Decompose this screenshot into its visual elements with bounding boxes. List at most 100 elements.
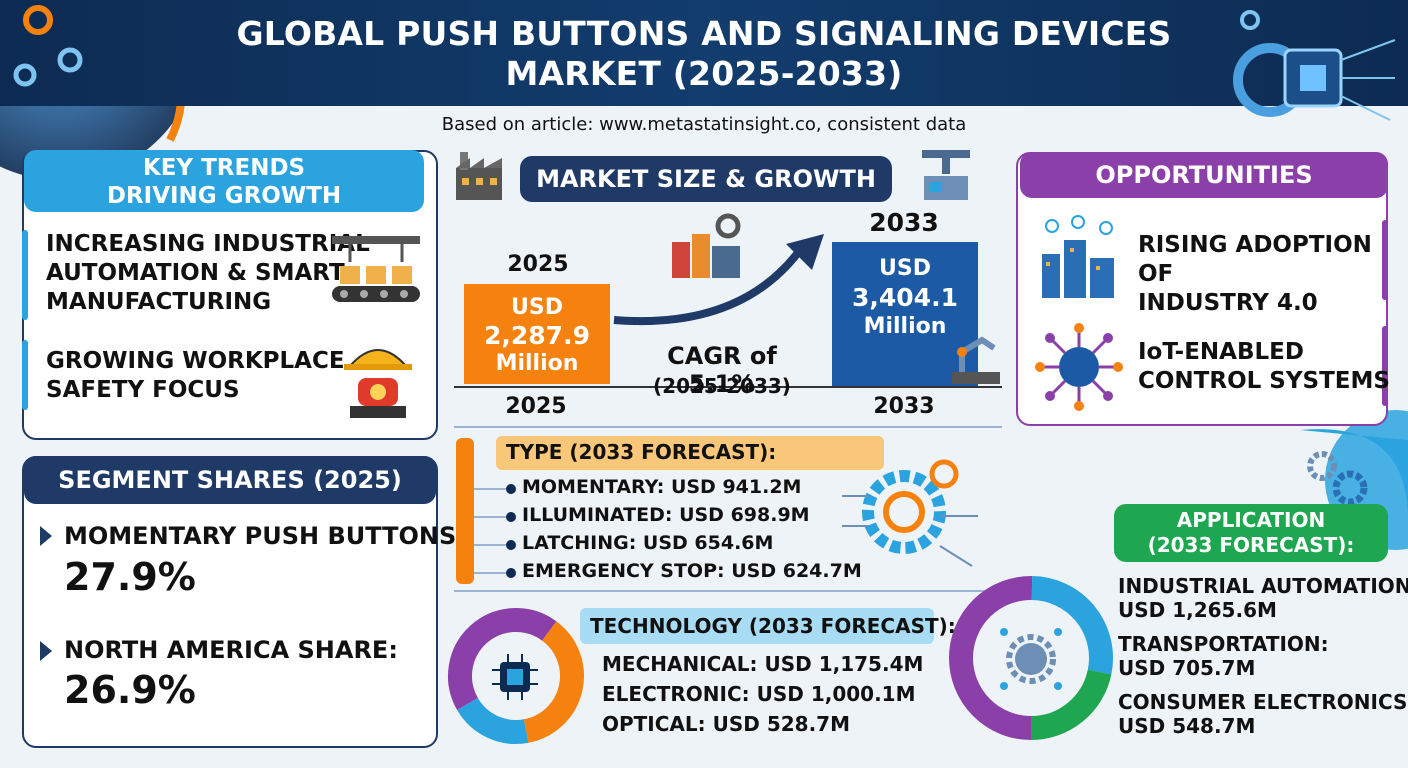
type-bullet	[506, 484, 516, 494]
opportunity-accent-bar	[1382, 220, 1388, 300]
technology-donut-slice-0	[448, 608, 557, 710]
bar-2033-usd: USD	[879, 256, 931, 281]
technology-item-electronic: ELECTRONIC: USD 1,000.1M	[602, 682, 916, 706]
section-divider	[454, 590, 1002, 592]
segment-value-north-america: 26.9%	[64, 668, 196, 712]
application-header-line-1: APPLICATION	[1176, 508, 1326, 532]
bullet-arrow-icon	[40, 526, 52, 546]
key-trends-header-line-1: KEY TRENDS	[142, 155, 306, 181]
trend-line: INCREASING INDUSTRIAL	[46, 231, 370, 257]
hardhat-alarm-icon	[344, 349, 412, 418]
application-header-line-2: (2033 FORECAST):	[1147, 533, 1355, 557]
trend-accent-bar	[22, 340, 28, 410]
header-banner	[0, 0, 1408, 106]
type-header-text: TYPE (2033 FORECAST):	[506, 440, 776, 464]
key-trends-header: KEY TRENDS DRIVING GROWTH	[24, 150, 424, 212]
application-label-transportation: TRANSPORTATION:	[1118, 632, 1329, 656]
robot-arm-small-icon	[952, 336, 1000, 384]
trend-item-safety: GROWING WORKPLACE SAFETY FOCUS	[46, 347, 345, 405]
year-2033-bottom: 2033	[873, 394, 935, 419]
application-donut-slice-1	[1031, 576, 1113, 675]
market-size-header: MARKET SIZE & GROWTH	[520, 156, 892, 202]
gear-circuit-icon	[842, 459, 978, 567]
technology-item-mechanical: MECHANICAL: USD 1,175.4M	[602, 652, 924, 676]
bar-2033-label: USD 3,404.1 Million	[832, 254, 978, 341]
segment-value-momentary: 27.9%	[64, 555, 196, 599]
application-donut-chart	[949, 576, 1113, 740]
circuit-chip-icon	[1233, 10, 1396, 121]
opportunity-item-iot: IoT-ENABLED CONTROL SYSTEMS	[1138, 338, 1390, 396]
application-donut-slice-0	[949, 576, 1033, 740]
source-subtitle: Based on article: www.metastatinsight.co…	[441, 114, 967, 135]
bar-2025-usd: USD	[511, 295, 563, 320]
bar-2025-value: 2,287.9	[484, 321, 590, 350]
chip-icon	[492, 654, 538, 700]
iot-network-icon	[1035, 323, 1123, 411]
application-header: APPLICATION (2033 FORECAST):	[1114, 504, 1388, 562]
type-item-momentary: MOMENTARY: USD 941.2M	[522, 476, 802, 498]
gears-right-icon	[1307, 451, 1368, 506]
robot-arm-icon	[922, 150, 970, 200]
industrial-plant-icon	[672, 213, 741, 278]
type-accent-bar	[456, 438, 474, 584]
year-2033-top: 2033	[869, 208, 939, 237]
technology-donut-slice-1	[523, 621, 584, 743]
trend-line: MANUFACTURING	[46, 289, 272, 315]
title-line-1: GLOBAL PUSH BUTTONS AND SIGNALING DEVICE…	[236, 14, 1172, 53]
technology-header-text: TECHNOLOGY (2033 FORECAST):	[590, 614, 956, 638]
segment-shares-panel	[22, 456, 438, 748]
iot-gear-icon	[1000, 628, 1062, 690]
bar-2025	[464, 284, 610, 384]
type-header-rest: (2033 FORECAST):	[562, 440, 777, 464]
type-item-illuminated: ILLUMINATED: USD 698.9M	[522, 504, 810, 526]
cagr-text: CAGR of 5.1%	[667, 342, 777, 398]
section-divider	[454, 426, 1002, 428]
opportunity-line: RISING ADOPTION OF	[1138, 232, 1372, 287]
technology-donut-slice-2	[457, 697, 529, 744]
factory-icon	[456, 152, 502, 200]
type-item-latching: LATCHING: USD 654.6M	[522, 532, 774, 554]
type-bullet	[506, 568, 516, 578]
bar-2033-value: 3,404.1	[852, 283, 958, 312]
title-line-2: MARKET (2025-2033)	[505, 54, 903, 93]
type-bullet	[506, 540, 516, 550]
trend-line: SAFETY FOCUS	[46, 377, 240, 403]
application-label-industrial: INDUSTRIAL AUTOMATION:	[1118, 574, 1408, 598]
growth-arrow-icon	[613, 234, 824, 326]
trend-line: GROWING WORKPLACE	[46, 348, 345, 374]
type-item-emergency-stop: EMERGENCY STOP: USD 624.7M	[522, 560, 862, 582]
technology-header-rest: (2033 FORECAST):	[741, 614, 956, 638]
type-bullet	[506, 512, 516, 522]
type-header-bold: TYPE	[506, 440, 563, 464]
application-value-industrial: USD 1,265.6M	[1118, 598, 1277, 622]
bar-2033	[832, 242, 978, 386]
application-value-transportation: USD 705.7M	[1118, 656, 1256, 680]
opportunity-line: IoT-ENABLED	[1138, 339, 1304, 365]
segment-label-momentary: MOMENTARY PUSH BUTTONS:	[64, 522, 466, 550]
smart-city-icon	[1042, 215, 1114, 298]
gears-left-icon	[13, 5, 83, 87]
key-trends-header-line-2: DRIVING GROWTH	[106, 183, 342, 209]
year-2025-top: 2025	[507, 252, 569, 277]
segment-shares-header: SEGMENT SHARES (2025)	[24, 456, 436, 504]
bar-2025-unit: Million	[495, 351, 579, 376]
application-donut-slice-2	[1030, 669, 1112, 740]
technology-header-bold: TECHNOLOGY	[590, 614, 742, 638]
year-2025-bottom: 2025	[505, 394, 567, 419]
segment-label-north-america: NORTH AMERICA SHARE:	[64, 636, 398, 664]
cagr-period: (2025-2033)	[653, 374, 791, 398]
opportunity-line: INDUSTRY 4.0	[1138, 290, 1318, 316]
technology-donut-chart	[448, 608, 584, 744]
conveyor-icon	[332, 236, 420, 302]
type-header	[496, 436, 884, 470]
opportunities-header: OPPORTUNITIES	[1020, 152, 1388, 198]
page-title: GLOBAL PUSH BUTTONS AND SIGNALING DEVICE…	[160, 14, 1248, 94]
application-value-consumer: USD 548.7M	[1118, 714, 1256, 738]
opportunity-line: CONTROL SYSTEMS	[1138, 368, 1390, 394]
trend-item-automation: INCREASING INDUSTRIAL AUTOMATION & SMART…	[46, 230, 370, 317]
technology-header	[580, 608, 934, 644]
trend-accent-bar	[22, 230, 28, 320]
technology-item-optical: OPTICAL: USD 528.7M	[602, 712, 850, 736]
bullet-arrow-icon	[40, 641, 52, 661]
trend-line: AUTOMATION & SMART	[46, 260, 345, 286]
